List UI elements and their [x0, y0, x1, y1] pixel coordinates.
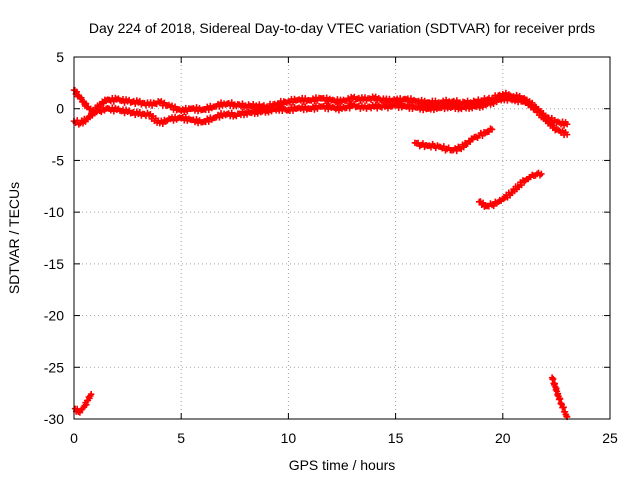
data-point	[121, 99, 128, 106]
series-segment-19-22h	[476, 169, 545, 210]
x-tick-label: 25	[602, 430, 618, 446]
y-axis-label: SDTVAR / TECUs	[6, 182, 22, 294]
x-tick-label: 5	[177, 430, 185, 446]
data-point	[456, 144, 464, 152]
axis-ticks	[73, 56, 611, 420]
y-tick-label: -25	[44, 359, 64, 375]
y-tick-label: -10	[44, 204, 64, 220]
data-point	[488, 126, 496, 133]
x-axis-label: GPS time / hours	[289, 457, 396, 473]
data-point	[193, 115, 200, 123]
data-point	[485, 128, 493, 135]
data-point	[500, 195, 507, 203]
series-main-band-lower	[70, 93, 571, 139]
data-point	[502, 93, 510, 101]
data-point	[98, 108, 105, 116]
data-point	[418, 96, 425, 104]
data-point	[323, 94, 330, 101]
y-tick-label: 5	[56, 49, 64, 65]
data-point	[132, 100, 139, 108]
data-point	[82, 100, 90, 107]
data-point	[121, 109, 128, 117]
data-point	[407, 102, 415, 109]
data-point	[372, 101, 379, 108]
data-point	[168, 102, 176, 109]
data-point	[513, 95, 520, 102]
data-point	[323, 102, 330, 109]
data-point	[529, 102, 536, 109]
data-point	[311, 106, 318, 113]
data-point	[265, 109, 272, 116]
data-point	[78, 94, 85, 102]
chart-title: Day 224 of 2018, Sidereal Day-to-day VTE…	[89, 20, 595, 36]
data-point	[453, 147, 460, 155]
data-point	[87, 390, 95, 398]
y-tick-label: -20	[44, 308, 64, 324]
grid	[74, 57, 610, 419]
data-point	[440, 143, 448, 150]
data-point	[216, 103, 223, 110]
data-point	[311, 98, 318, 105]
data-point	[277, 103, 284, 111]
data-point	[170, 117, 177, 124]
data-point	[490, 202, 497, 210]
y-tick-label: 0	[56, 101, 64, 117]
data-point	[514, 183, 522, 190]
data-point	[460, 143, 467, 151]
y-tick-labels: 5 0 -5 -10 -15 -20 -25 -30	[44, 49, 64, 427]
data-point	[563, 121, 571, 128]
data-point	[550, 122, 558, 129]
x-tick-label: 10	[281, 430, 297, 446]
x-tick-label: 0	[70, 430, 78, 446]
data-point	[479, 132, 486, 140]
series-segment-early	[71, 390, 95, 416]
y-tick-label: -15	[44, 256, 64, 272]
x-tick-labels: 0 5 10 15 20 25	[70, 430, 618, 446]
data-point	[418, 103, 425, 110]
series-segment-late	[548, 374, 571, 421]
data-point	[357, 97, 364, 104]
data-point	[538, 170, 545, 178]
data-point	[419, 140, 427, 147]
data-point	[83, 401, 90, 408]
series-main-band-upper	[70, 86, 571, 129]
data-point	[73, 88, 80, 95]
series-segment-16-20h	[411, 125, 496, 155]
y-tick-label: -30	[44, 411, 64, 427]
x-tick-label: 20	[495, 430, 511, 446]
data-point	[518, 181, 525, 189]
data-point	[563, 131, 571, 138]
data-point	[239, 108, 246, 115]
data-points	[70, 86, 571, 421]
y-tick-label: -5	[52, 152, 65, 168]
x-tick-label: 15	[388, 430, 404, 446]
data-point	[193, 104, 200, 111]
plot-frame	[73, 56, 611, 420]
data-point	[430, 106, 438, 114]
